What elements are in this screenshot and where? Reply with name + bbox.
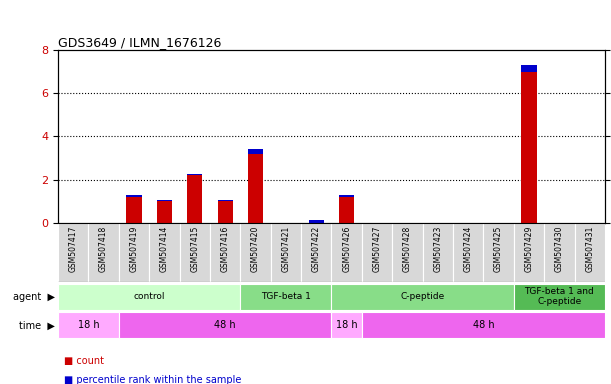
- Text: GSM507424: GSM507424: [464, 226, 473, 272]
- Bar: [218, 201, 233, 223]
- Bar: [483, 223, 514, 282]
- Bar: [521, 65, 536, 71]
- Bar: [126, 197, 142, 223]
- Bar: [126, 195, 142, 197]
- Bar: [392, 223, 423, 282]
- Bar: [514, 223, 544, 282]
- Bar: [301, 223, 331, 282]
- Text: TGF-beta 1 and
C-peptide: TGF-beta 1 and C-peptide: [524, 287, 594, 306]
- Bar: [210, 223, 240, 282]
- Bar: [248, 154, 263, 223]
- Bar: [89, 223, 119, 282]
- Text: GSM507430: GSM507430: [555, 226, 564, 272]
- Text: GSM507420: GSM507420: [251, 226, 260, 272]
- Bar: [339, 197, 354, 223]
- Bar: [58, 313, 119, 338]
- Bar: [453, 223, 483, 282]
- Text: GSM507416: GSM507416: [221, 226, 230, 272]
- Text: 48 h: 48 h: [472, 320, 494, 331]
- Text: 48 h: 48 h: [214, 320, 236, 331]
- Bar: [331, 313, 362, 338]
- Text: C-peptide: C-peptide: [400, 292, 445, 301]
- Text: control: control: [133, 292, 165, 301]
- Text: GSM507431: GSM507431: [585, 226, 595, 272]
- Bar: [187, 174, 202, 175]
- Text: GSM507421: GSM507421: [282, 226, 290, 272]
- Bar: [187, 175, 202, 223]
- Bar: [309, 220, 324, 223]
- Bar: [119, 313, 331, 338]
- Bar: [180, 223, 210, 282]
- Bar: [248, 149, 263, 154]
- Text: GSM507429: GSM507429: [524, 226, 533, 272]
- Bar: [423, 223, 453, 282]
- Text: GSM507417: GSM507417: [68, 226, 78, 272]
- Bar: [331, 223, 362, 282]
- Text: GSM507425: GSM507425: [494, 226, 503, 272]
- Bar: [240, 223, 271, 282]
- Text: GSM507428: GSM507428: [403, 226, 412, 272]
- Bar: [58, 223, 89, 282]
- Text: GSM507422: GSM507422: [312, 226, 321, 272]
- Bar: [240, 284, 331, 310]
- Bar: [271, 223, 301, 282]
- Text: GSM507419: GSM507419: [130, 226, 139, 272]
- Text: GSM507426: GSM507426: [342, 226, 351, 272]
- Bar: [514, 284, 605, 310]
- Bar: [521, 71, 536, 223]
- Text: GSM507415: GSM507415: [190, 226, 199, 272]
- Text: GSM507427: GSM507427: [373, 226, 381, 272]
- Bar: [119, 223, 149, 282]
- Bar: [149, 223, 180, 282]
- Bar: [157, 200, 172, 201]
- Bar: [157, 201, 172, 223]
- Text: agent  ▶: agent ▶: [13, 291, 55, 302]
- Text: ■ percentile rank within the sample: ■ percentile rank within the sample: [64, 375, 241, 384]
- Text: GSM507414: GSM507414: [160, 226, 169, 272]
- Text: TGF-beta 1: TGF-beta 1: [261, 292, 311, 301]
- Text: ■ count: ■ count: [64, 356, 104, 366]
- Bar: [218, 200, 233, 201]
- Bar: [574, 223, 605, 282]
- Text: time  ▶: time ▶: [19, 320, 55, 331]
- Bar: [362, 313, 605, 338]
- Bar: [339, 195, 354, 197]
- Bar: [58, 284, 240, 310]
- Bar: [544, 223, 574, 282]
- Text: GSM507423: GSM507423: [433, 226, 442, 272]
- Text: 18 h: 18 h: [78, 320, 99, 331]
- Bar: [362, 223, 392, 282]
- Text: GDS3649 / ILMN_1676126: GDS3649 / ILMN_1676126: [58, 36, 221, 49]
- Bar: [331, 284, 514, 310]
- Text: GSM507418: GSM507418: [99, 226, 108, 272]
- Text: 18 h: 18 h: [336, 320, 357, 331]
